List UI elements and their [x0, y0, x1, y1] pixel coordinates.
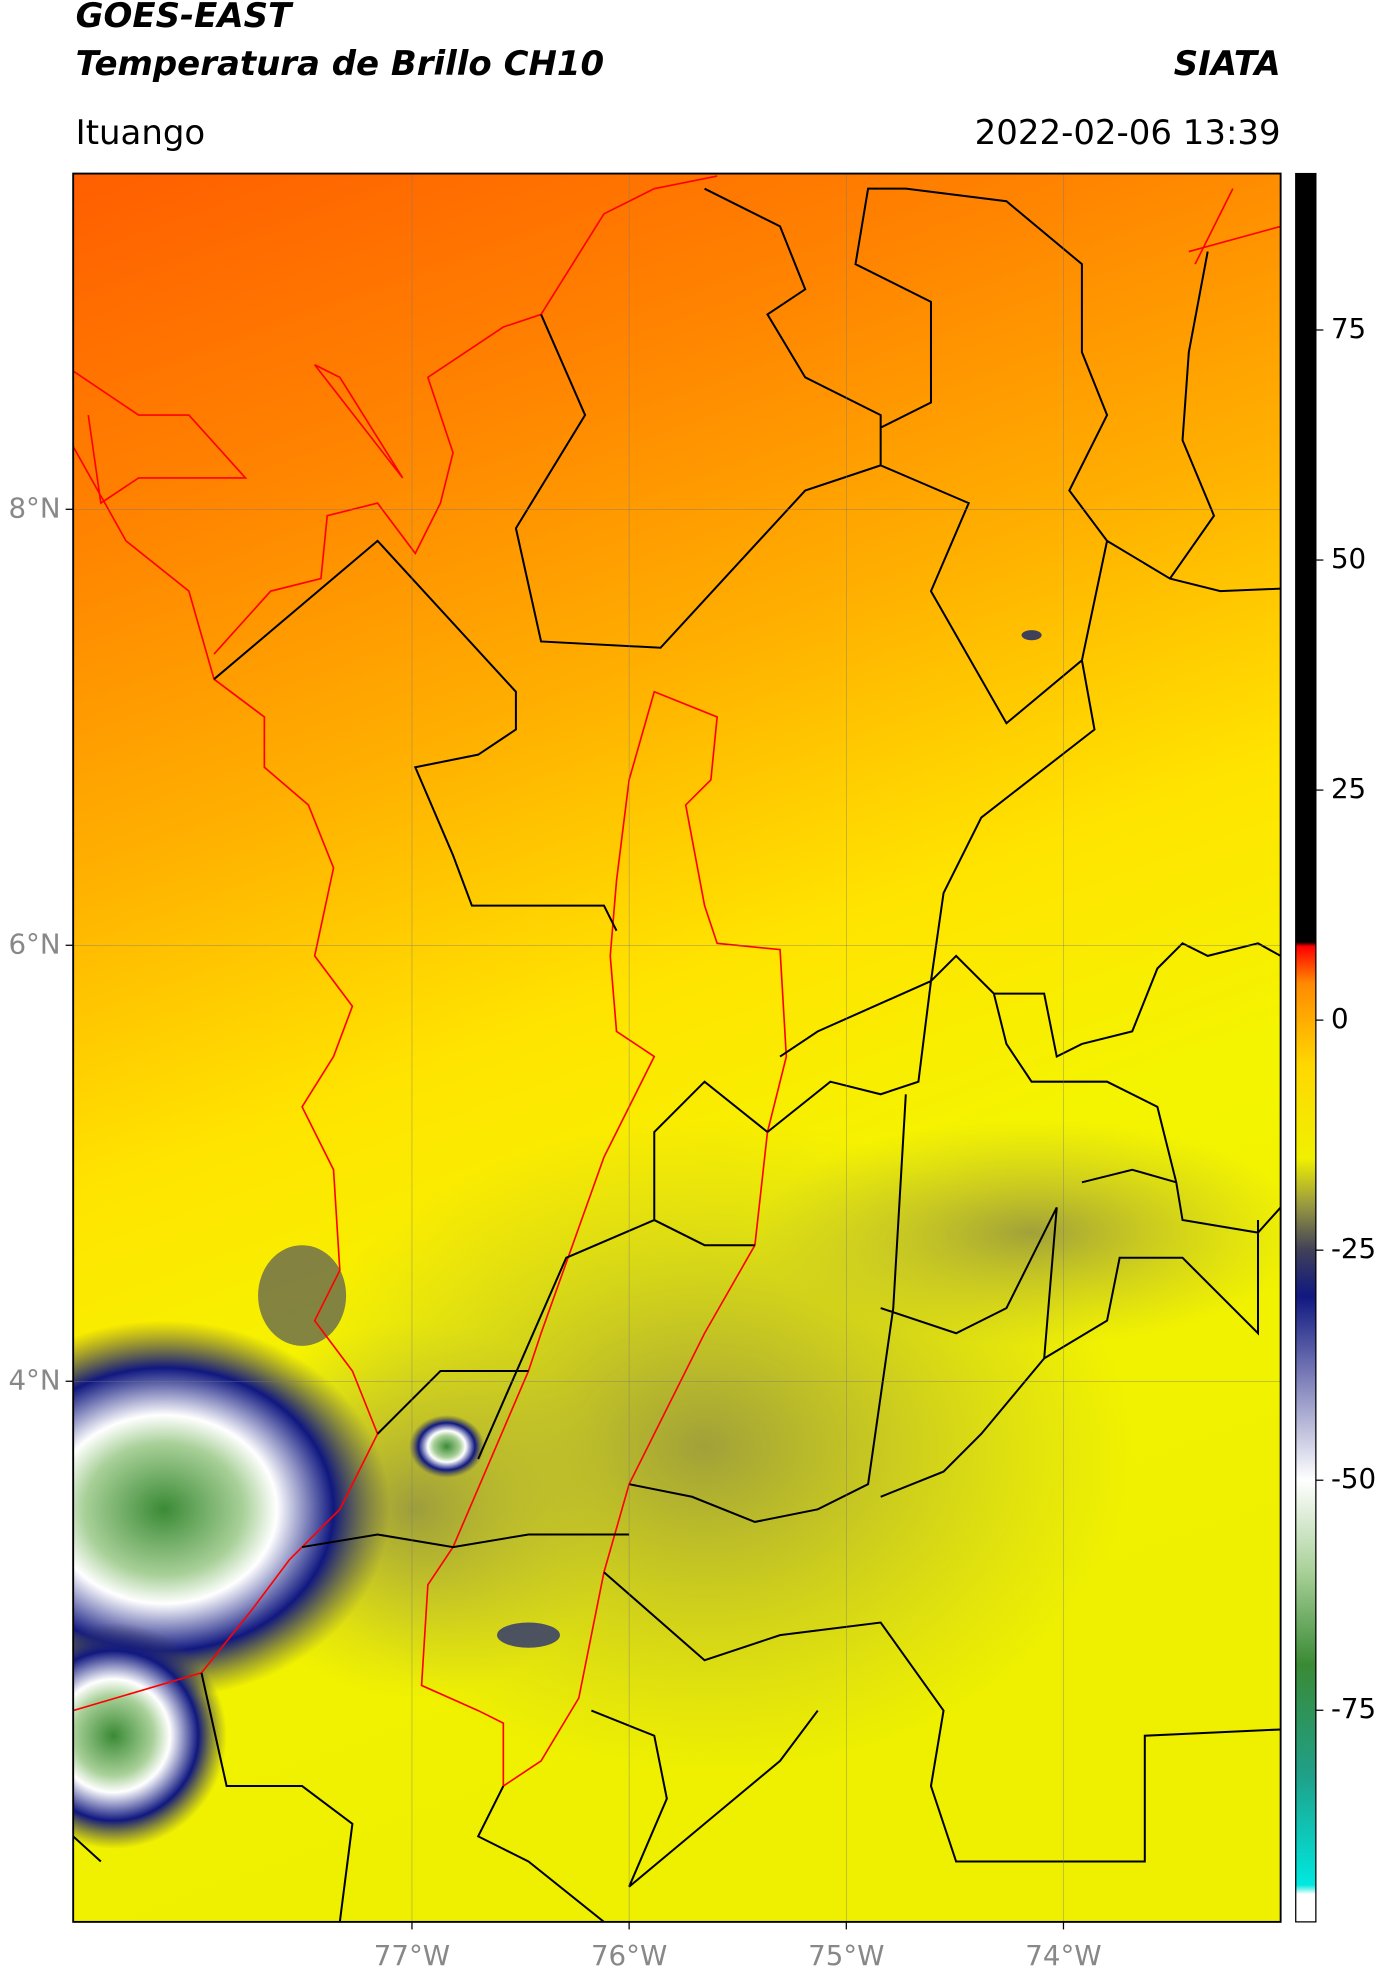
coastline	[73, 175, 1281, 1712]
y-tick-label: 4°N	[8, 1363, 60, 1396]
x-tick-label: 77°W	[374, 1939, 450, 1972]
title: GOES-EAST	[76, 0, 294, 36]
colorbar-tick-label: 50	[1331, 542, 1366, 575]
x-tick-label: 74°W	[1025, 1939, 1101, 1972]
colorbar-tick-label: 0	[1331, 1002, 1349, 1035]
colorbar-tick-label: -50	[1331, 1462, 1376, 1495]
y-tick-label: 8°N	[8, 491, 60, 524]
subtitle: Temperatura de Brillo CH10	[76, 44, 604, 84]
colorbar-tick-label: -75	[1331, 1692, 1376, 1725]
cloud	[73, 1320, 391, 1698]
colorbar-tick-label: 75	[1331, 312, 1366, 345]
cloud	[258, 1245, 347, 1346]
timestamp: 2022-02-06 13:39	[975, 113, 1281, 153]
admin-borders	[73, 187, 1281, 1922]
cloud	[497, 1622, 560, 1648]
axes: 77°W 76°W 75°W 74°W 4°N 6°N 8°N	[8, 173, 1281, 1972]
cloud	[73, 1622, 227, 1849]
credit: SIATA	[1174, 44, 1281, 84]
cloud	[409, 1415, 485, 1478]
cloud	[1021, 630, 1042, 641]
map-frame	[72, 172, 1282, 1923]
colorbar-tick-label: -25	[1331, 1232, 1376, 1265]
colorbar	[1295, 172, 1317, 1923]
cloud	[754, 1119, 1281, 1346]
colorbar-tick-label: 25	[1331, 772, 1366, 805]
x-tick-label: 75°W	[808, 1939, 884, 1972]
x-tick-label: 76°W	[591, 1939, 667, 1972]
y-tick-label: 6°N	[8, 927, 60, 960]
map-layer	[73, 173, 1281, 1922]
region: Ituango	[76, 113, 206, 153]
